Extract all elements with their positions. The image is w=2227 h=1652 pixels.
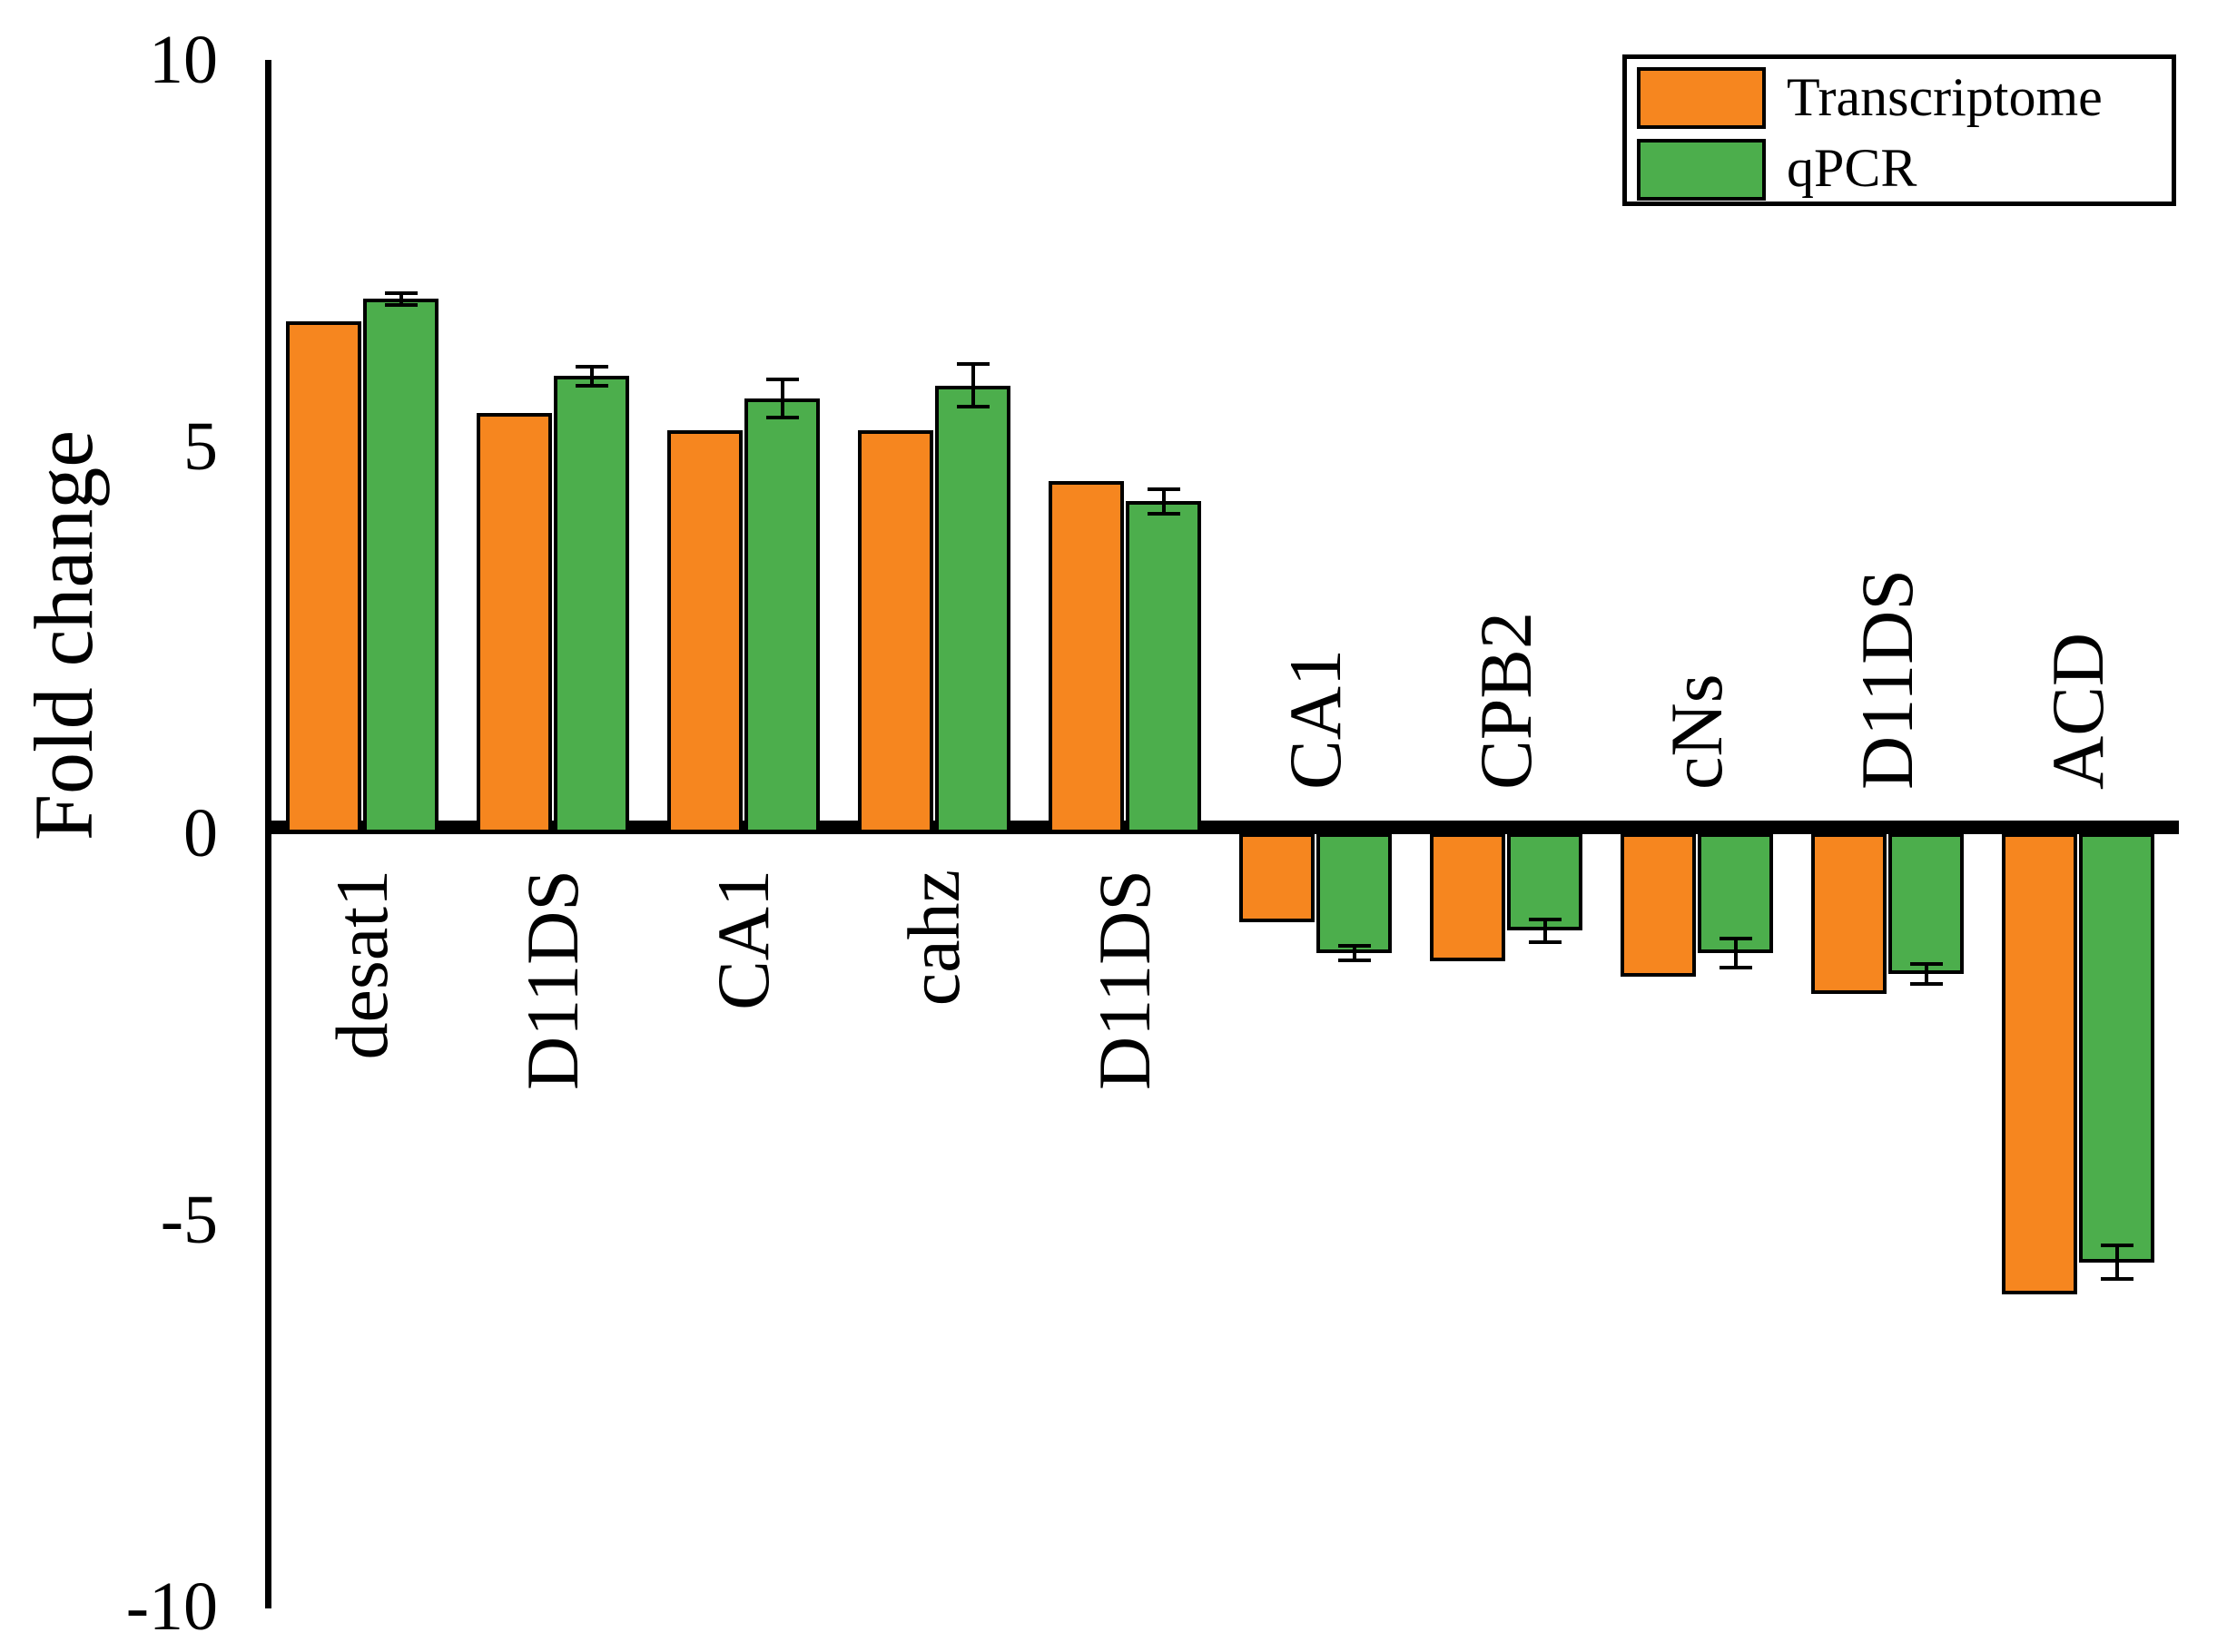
category-label-D11DS: D11DS <box>1083 870 1166 1090</box>
error-line-cahz <box>971 362 975 409</box>
error-cap-top-CA1 <box>765 378 799 382</box>
error-cap-top-CPB2 <box>1528 917 1562 921</box>
error-cap-bottom-CA1 <box>1337 959 1371 963</box>
error-cap-top-ACD <box>2100 1244 2133 1248</box>
error-cap-top-desat1 <box>384 290 418 295</box>
bar-transcriptome-desat1 <box>286 320 361 833</box>
bar-qpcr-D11DS <box>1888 833 1964 975</box>
bar-qpcr-D11DS <box>1126 501 1201 833</box>
y-axis-title: Fold change <box>17 429 110 841</box>
y-tick-label-0: 0 <box>183 795 218 871</box>
error-line-D11DS <box>1161 487 1166 516</box>
legend-swatch-transcriptome <box>1637 67 1766 129</box>
error-line-D11DS <box>1924 962 1928 986</box>
bar-qpcr-ACD <box>2079 833 2154 1263</box>
bar-qpcr-cahz <box>935 385 1010 833</box>
bar-transcriptome-CA1 <box>667 430 743 833</box>
legend-label-qpcr: qPCR <box>1787 138 1917 198</box>
y-axis-line <box>265 60 271 1608</box>
category-label-CA1: CA1 <box>1274 649 1356 790</box>
y-tick-label-5: 5 <box>183 408 218 485</box>
error-cap-bottom-cahz <box>956 405 990 409</box>
category-label-ACD: ACD <box>2036 632 2119 790</box>
category-label-cahz: cahz <box>892 870 975 1007</box>
bar-transcriptome-CPB2 <box>1430 833 1505 961</box>
bar-qpcr-CA1 <box>1316 833 1392 954</box>
bar-transcriptome-ACD <box>2002 833 2077 1294</box>
bar-qpcr-desat1 <box>363 299 439 833</box>
bar-qpcr-CPB2 <box>1507 833 1582 931</box>
category-label-CPB2: CPB2 <box>1464 612 1547 790</box>
error-cap-bottom-cNs <box>1719 965 1752 969</box>
legend: Transcriptome qPCR <box>1622 54 2176 206</box>
category-label-cNs: cNs <box>1655 674 1738 790</box>
error-cap-bottom-D11DS <box>1909 981 1943 986</box>
error-line-CA1 <box>1352 943 1356 963</box>
bar-qpcr-D11DS <box>554 376 629 833</box>
legend-swatch-qpcr <box>1637 139 1766 201</box>
error-cap-bottom-CA1 <box>765 416 799 420</box>
error-cap-top-cahz <box>956 362 990 367</box>
bar-transcriptome-cNs <box>1621 833 1696 978</box>
bar-transcriptome-CA1 <box>1239 833 1315 922</box>
y-tick-label-10: 10 <box>149 22 218 98</box>
bar-transcriptome-D11DS <box>1049 481 1124 833</box>
error-cap-top-D11DS <box>1909 962 1943 967</box>
error-line-cNs <box>1733 937 1738 969</box>
error-cap-top-D11DS <box>1147 487 1180 492</box>
error-cap-bottom-ACD <box>2100 1277 2133 1282</box>
y-tick-label--10: -10 <box>125 1568 218 1645</box>
category-label-CA1: CA1 <box>702 870 784 1010</box>
error-cap-top-cNs <box>1719 937 1752 941</box>
y-tick-label--5: -5 <box>160 1182 218 1258</box>
bar-transcriptome-D11DS <box>1811 833 1887 995</box>
error-cap-bottom-D11DS <box>1147 511 1180 516</box>
error-line-CPB2 <box>1542 917 1547 944</box>
category-label-D11DS: D11DS <box>511 870 594 1090</box>
bar-qpcr-cNs <box>1698 833 1773 954</box>
bar-qpcr-CA1 <box>744 398 820 833</box>
error-line-CA1 <box>780 378 784 420</box>
bar-transcriptome-D11DS <box>477 412 552 833</box>
error-cap-bottom-CPB2 <box>1528 939 1562 944</box>
category-label-desat1: desat1 <box>320 870 403 1060</box>
bar-transcriptome-cahz <box>858 430 933 833</box>
error-cap-bottom-desat1 <box>384 302 418 307</box>
error-line-D11DS <box>589 364 594 388</box>
error-cap-top-D11DS <box>575 364 608 369</box>
category-label-D11DS: D11DS <box>1846 569 1928 790</box>
legend-label-transcriptome: Transcriptome <box>1787 67 2103 127</box>
error-line-ACD <box>2114 1244 2119 1282</box>
x-axis-zero-line <box>265 821 2179 834</box>
error-line-desat1 <box>399 290 403 307</box>
error-cap-bottom-D11DS <box>575 384 608 388</box>
error-cap-top-CA1 <box>1337 943 1371 948</box>
